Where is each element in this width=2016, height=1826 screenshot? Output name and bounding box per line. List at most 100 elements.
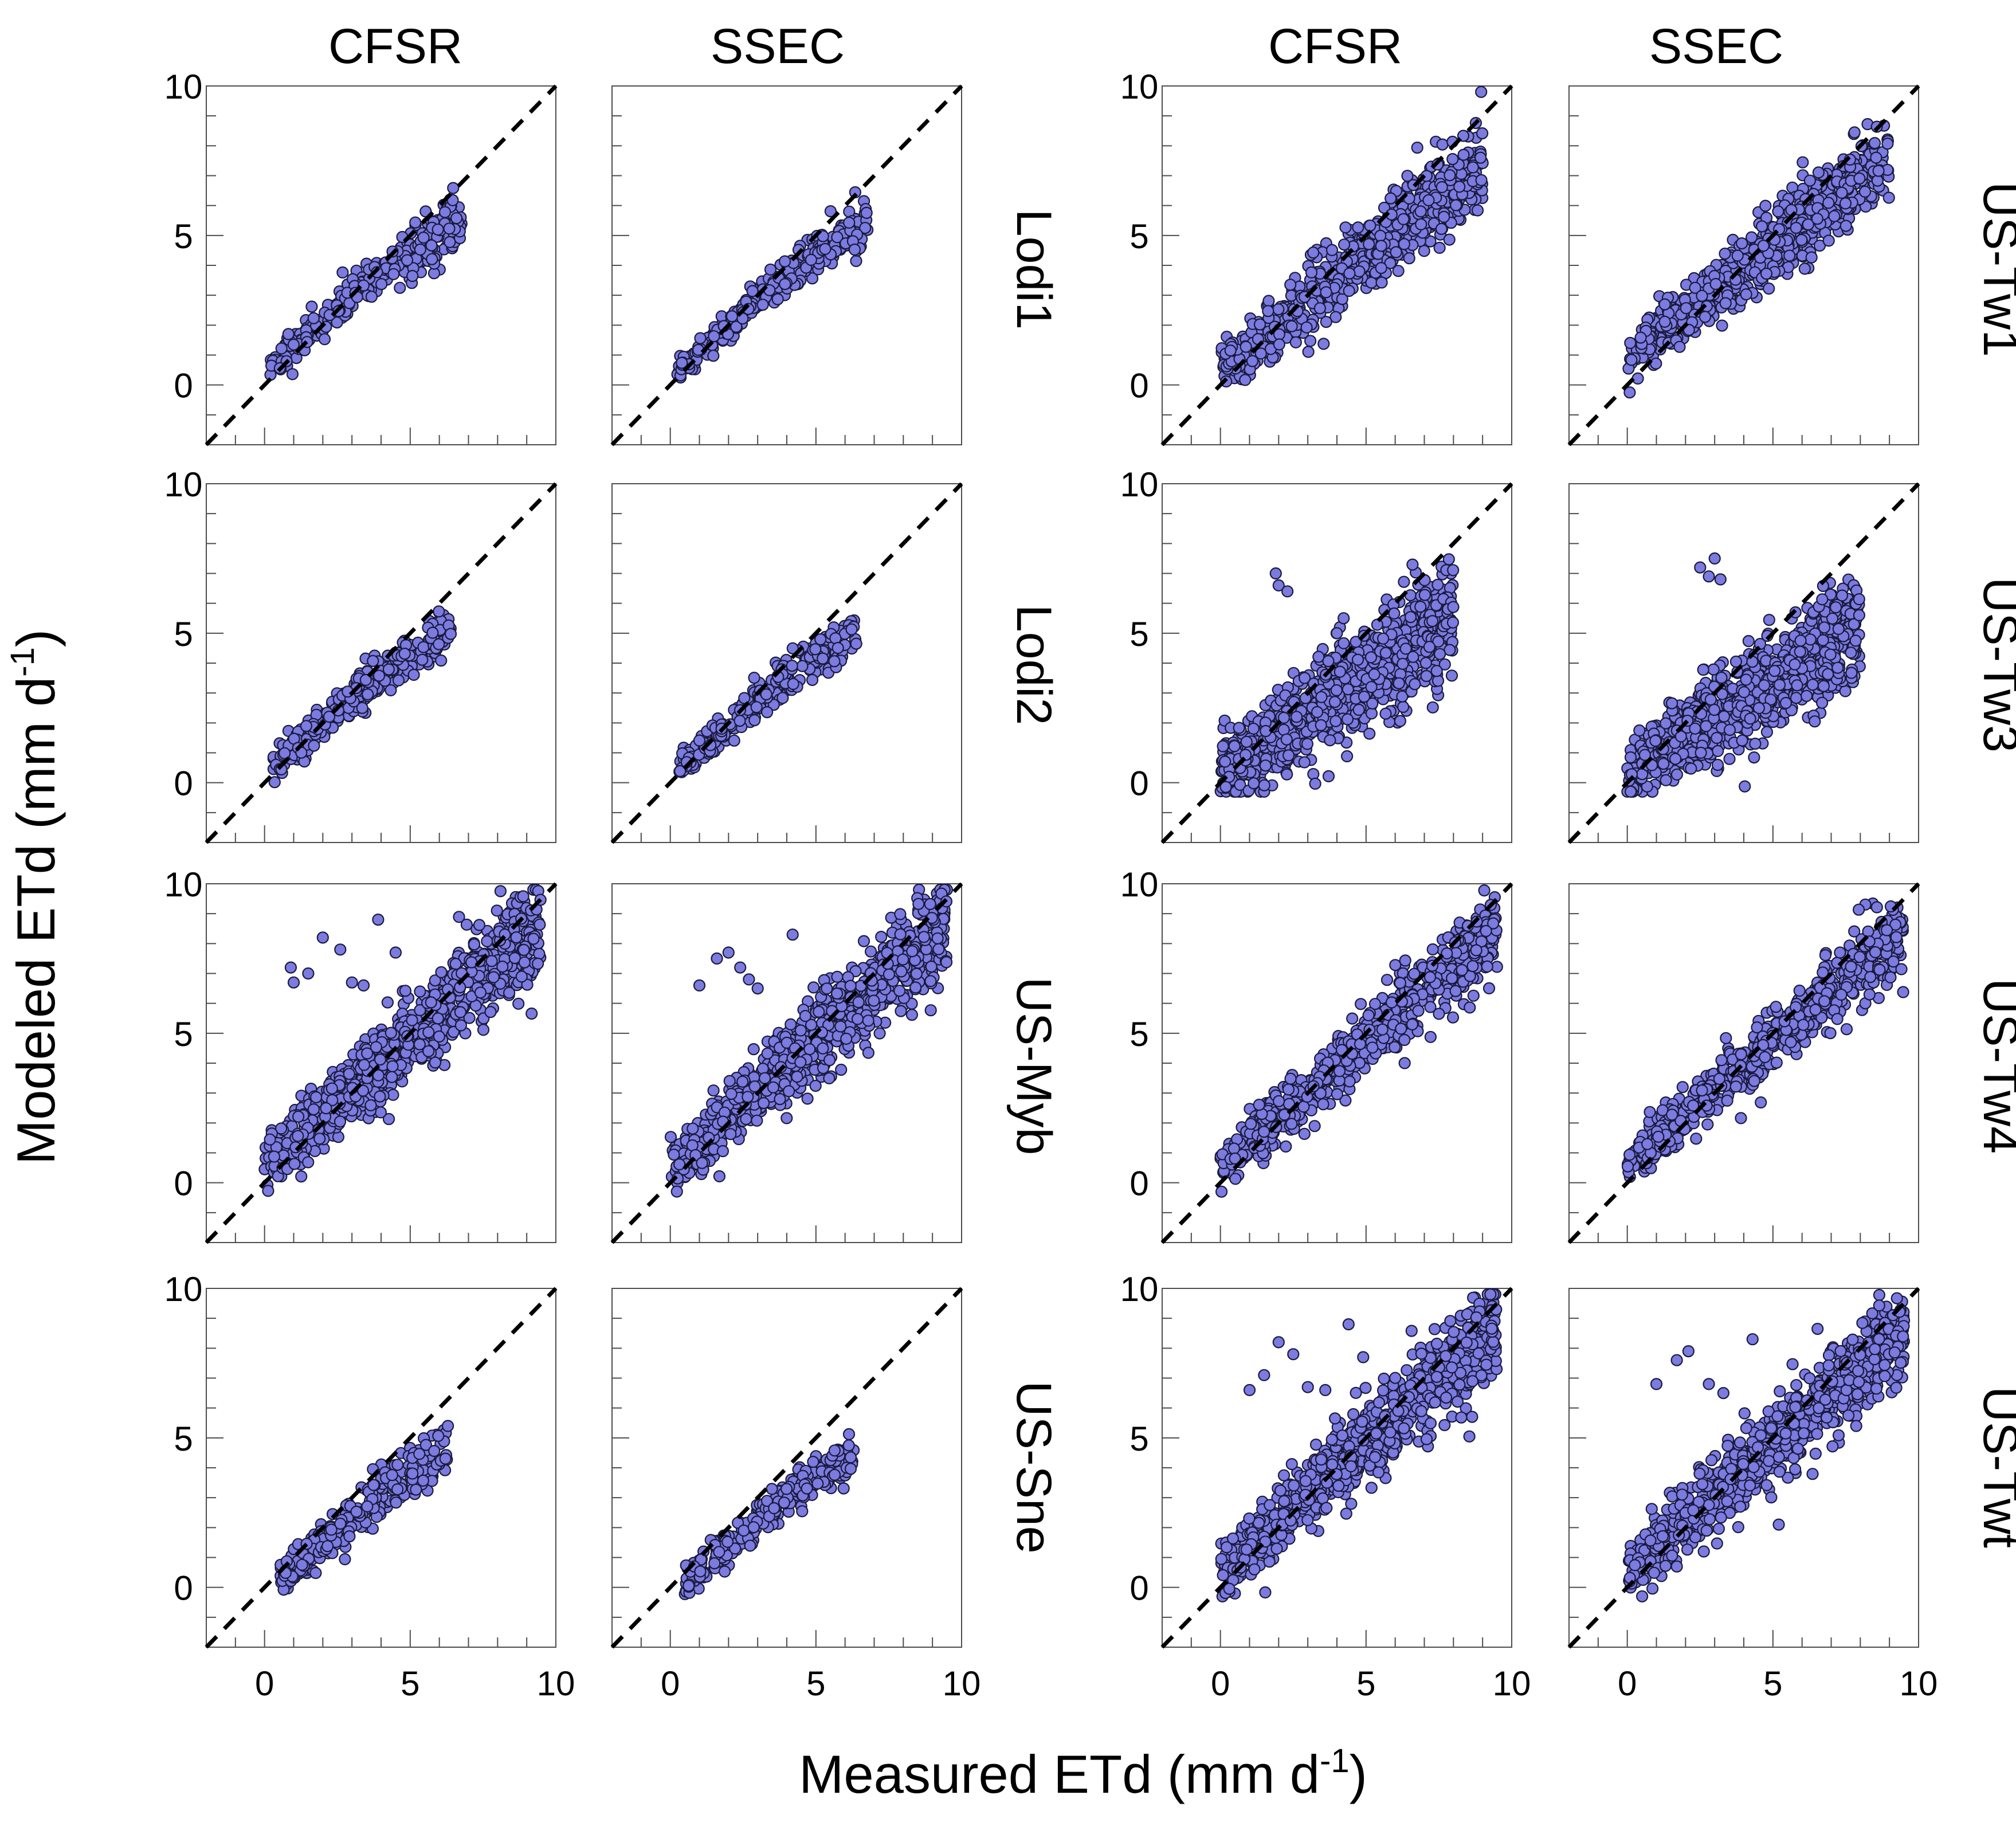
y-tick-label: 10 bbox=[164, 465, 203, 504]
data-point bbox=[1797, 156, 1809, 169]
data-point bbox=[1273, 338, 1285, 351]
data-point bbox=[828, 655, 841, 668]
data-point bbox=[1365, 707, 1378, 720]
data-point bbox=[512, 997, 525, 1010]
data-point bbox=[1811, 213, 1823, 225]
data-point bbox=[1309, 777, 1321, 790]
data-point bbox=[1302, 346, 1315, 358]
panel-lodi1-ssec bbox=[610, 84, 963, 446]
data-point bbox=[1315, 719, 1327, 731]
data-point bbox=[1352, 703, 1365, 716]
data-point bbox=[1759, 199, 1772, 212]
data-point bbox=[1832, 622, 1845, 636]
data-point bbox=[1330, 684, 1343, 697]
data-point bbox=[414, 985, 426, 998]
data-point bbox=[1736, 734, 1748, 747]
data-point bbox=[1371, 618, 1383, 631]
data-point bbox=[845, 623, 858, 636]
data-point bbox=[1284, 279, 1297, 291]
data-point bbox=[331, 316, 343, 329]
data-point bbox=[796, 660, 809, 672]
data-point bbox=[477, 1024, 490, 1036]
data-point bbox=[1882, 191, 1895, 204]
data-point bbox=[1315, 691, 1328, 703]
data-point bbox=[806, 272, 819, 285]
data-point bbox=[1731, 249, 1744, 262]
data-point bbox=[1746, 655, 1759, 668]
data-point bbox=[425, 239, 438, 252]
data-point bbox=[1812, 166, 1825, 179]
data-point bbox=[1338, 637, 1350, 649]
data-point bbox=[1329, 715, 1342, 727]
data-point bbox=[1325, 244, 1339, 256]
data-point bbox=[1364, 651, 1378, 664]
data-point bbox=[1239, 374, 1252, 386]
data-point bbox=[1414, 205, 1427, 218]
data-point bbox=[1476, 127, 1489, 140]
data-point bbox=[1760, 726, 1773, 738]
data-point bbox=[1680, 302, 1692, 315]
data-point bbox=[484, 1006, 497, 1018]
data-point bbox=[1822, 668, 1834, 680]
data-point bbox=[1634, 331, 1647, 344]
data-point bbox=[1338, 612, 1350, 625]
data-point bbox=[1435, 181, 1448, 194]
data-point bbox=[1830, 601, 1842, 614]
data-point bbox=[1845, 667, 1858, 679]
data-point bbox=[1756, 220, 1768, 233]
data-point bbox=[1363, 238, 1375, 250]
data-point bbox=[308, 739, 320, 752]
data-point bbox=[1779, 696, 1793, 710]
data-point bbox=[1338, 238, 1351, 251]
panel-us-tw1-ssec bbox=[1567, 84, 1920, 446]
data-point bbox=[1304, 335, 1317, 347]
data-point bbox=[1320, 286, 1332, 299]
data-point bbox=[1392, 265, 1405, 277]
data-point bbox=[1794, 645, 1806, 658]
data-point bbox=[287, 338, 300, 351]
data-point bbox=[336, 266, 349, 279]
data-point bbox=[1625, 354, 1638, 366]
y-tick-label: 0 bbox=[1129, 367, 1148, 405]
data-point bbox=[1795, 234, 1808, 246]
data-point bbox=[1331, 627, 1343, 640]
data-point bbox=[1377, 632, 1390, 645]
data-point bbox=[1240, 340, 1252, 353]
data-point bbox=[444, 236, 456, 248]
data-point bbox=[1708, 552, 1721, 565]
data-point bbox=[1806, 679, 1819, 691]
data-point bbox=[1845, 646, 1857, 659]
data-point bbox=[1719, 297, 1732, 309]
data-point bbox=[1817, 680, 1830, 692]
data-point bbox=[1703, 570, 1715, 583]
data-point bbox=[1431, 578, 1444, 591]
data-point bbox=[450, 212, 463, 225]
data-point bbox=[1328, 696, 1341, 708]
y-tick-label: 10 bbox=[164, 68, 203, 106]
data-point bbox=[859, 222, 872, 234]
data-point bbox=[394, 281, 406, 294]
data-point bbox=[1858, 185, 1872, 198]
data-point bbox=[1375, 240, 1387, 252]
data-point bbox=[1853, 172, 1866, 185]
data-point bbox=[1853, 593, 1865, 606]
data-point bbox=[1801, 689, 1813, 702]
data-point bbox=[725, 310, 739, 323]
data-point bbox=[1403, 252, 1415, 265]
data-point bbox=[1870, 151, 1882, 164]
y-tick-label: 0 bbox=[174, 765, 193, 803]
data-point bbox=[1758, 679, 1771, 692]
data-point bbox=[1633, 724, 1646, 737]
data-point bbox=[860, 206, 873, 219]
data-point bbox=[1262, 305, 1274, 318]
data-point bbox=[1763, 613, 1775, 626]
data-point bbox=[1804, 633, 1817, 646]
data-point bbox=[433, 605, 445, 618]
data-point bbox=[1790, 222, 1802, 234]
data-point bbox=[805, 253, 818, 266]
data-point bbox=[1298, 756, 1311, 769]
data-point bbox=[829, 632, 842, 645]
data-point bbox=[1625, 785, 1637, 798]
data-point bbox=[1839, 685, 1852, 698]
